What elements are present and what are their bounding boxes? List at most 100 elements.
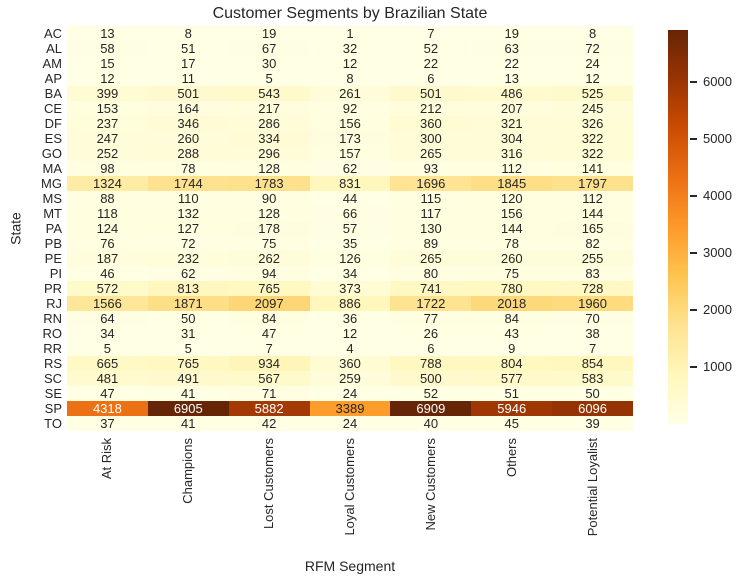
heatmap-cell: 34 [309,266,391,281]
heatmap-cell: 94 [228,266,310,281]
y-tick-label: AL [46,41,62,56]
colorbar-tick-mark [690,308,697,311]
heatmap-cell: 583 [552,371,633,386]
heatmap-cell: 501 [390,86,472,101]
heatmap-cell: 67 [228,41,310,56]
heatmap-cell: 12 [309,56,391,71]
chart-title: Customer Segments by Brazilian State [212,5,488,22]
heatmap-cell: 22 [471,56,553,71]
heatmap-cell: 75 [228,236,310,251]
heatmap-cell: 300 [390,131,472,146]
y-tick-label: MA [42,161,63,176]
y-tick-label: AP [44,71,62,86]
heatmap-cell: 50 [147,311,229,326]
heatmap-cell: 7 [390,26,472,41]
y-tick-label: CE [43,101,62,116]
heatmap-cell: 44 [309,191,391,206]
heatmap-cell: 40 [390,416,472,431]
heatmap-cell: 6 [390,71,472,86]
heatmap-cell: 1797 [552,176,633,191]
heatmap-cell: 543 [228,86,310,101]
heatmap-cell: 157 [309,146,391,161]
y-tick-label: MS [42,191,63,206]
heatmap-cell: 52 [390,386,472,401]
heatmap-cell: 252 [67,146,148,161]
heatmap-cell: 132 [147,206,229,221]
heatmap-cell: 15 [67,56,148,71]
heatmap-cell: 92 [309,101,391,116]
heatmap-cell: 42 [228,416,310,431]
heatmap-cell: 118 [67,206,148,221]
y-tick-label: SE [44,386,62,401]
x-tick-label: Others [503,438,519,478]
heatmap-cell: 1960 [552,296,633,311]
heatmap-cell: 237 [67,116,148,131]
x-axis-title: RFM Segment [304,558,396,574]
heatmap-cell: 2097 [228,296,310,311]
heatmap-cell: 178 [228,221,310,236]
heatmap-cell: 247 [67,131,148,146]
heatmap-cell: 1783 [228,176,310,191]
heatmap-cell: 207 [471,101,553,116]
colorbar-tick-label: 4000 [703,187,732,203]
heatmap-cell: 24 [552,56,633,71]
heatmap-cell: 1722 [390,296,472,311]
heatmap-cell: 1566 [67,296,148,311]
heatmap-cell: 126 [309,251,391,266]
heatmap-cell: 90 [228,191,310,206]
y-tick-label: PB [44,236,62,251]
heatmap-cell: 31 [147,326,229,341]
heatmap-cell: 12 [552,71,633,86]
heatmap-cell: 5882 [228,401,310,416]
heatmap-cell: 51 [147,41,229,56]
heatmap-cell: 32 [309,41,391,56]
heatmap-cell: 296 [228,146,310,161]
heatmap-cell: 1696 [390,176,472,191]
heatmap-cell: 84 [228,311,310,326]
y-tick-label: RR [43,341,62,356]
heatmap-cell: 8 [552,26,633,41]
heatmap-cell: 5 [67,341,148,356]
heatmap-cell: 35 [309,236,391,251]
heatmap-cell: 19 [228,26,310,41]
colorbar-tick-mark [690,194,697,197]
heatmap-cell: 164 [147,101,229,116]
heatmap-cell: 7 [228,341,310,356]
heatmap-cell: 43 [471,326,553,341]
heatmap-cell: 144 [471,221,553,236]
heatmap-cell: 572 [67,281,148,296]
heatmap-cell: 491 [147,371,229,386]
heatmap-cell: 321 [471,116,553,131]
heatmap-cell: 360 [390,116,472,131]
heatmap-cell: 6905 [147,401,229,416]
heatmap-cell: 63 [471,41,553,56]
heatmap-cell: 58 [67,41,148,56]
y-tick-label: PR [43,281,62,296]
heatmap-cell: 577 [471,371,553,386]
x-tick-label: At Risk [99,438,115,480]
heatmap-cell: 2018 [471,296,553,311]
heatmap-cell: 831 [309,176,391,191]
heatmap-cell: 115 [390,191,472,206]
heatmap-cell: 30 [228,56,310,71]
heatmap-cell: 1 [309,26,391,41]
heatmap-cell: 112 [471,161,553,176]
heatmap-cell: 47 [228,326,310,341]
heatmap-cell: 83 [552,266,633,281]
heatmap-cell: 13 [471,71,553,86]
heatmap-cell: 88 [67,191,148,206]
heatmap-cell: 120 [471,191,553,206]
heatmap-cell: 486 [471,86,553,101]
x-tick-label: Potential Loyalist [584,438,600,537]
heatmap-cell: 265 [390,251,472,266]
heatmap-cell: 52 [390,41,472,56]
heatmap-cell: 346 [147,116,229,131]
y-tick-label: RO [42,326,63,341]
colorbar [668,30,688,424]
heatmap-grid: 13 8 19 1 7 19 8 58 51 67 32 52 63 72 15 17 30 12 22 22 24 12… [67,26,633,431]
heatmap-cell: 886 [309,296,391,311]
heatmap-cell: 11 [147,71,229,86]
heatmap-cell: 41 [147,416,229,431]
heatmap-cell: 9 [471,341,553,356]
heatmap-cell: 38 [552,326,633,341]
